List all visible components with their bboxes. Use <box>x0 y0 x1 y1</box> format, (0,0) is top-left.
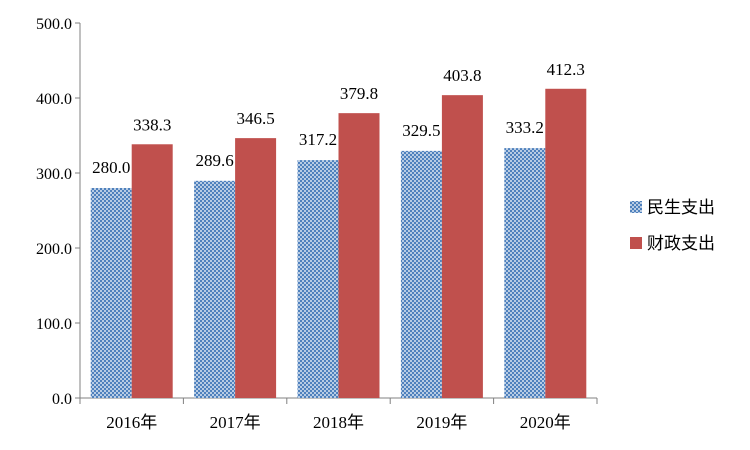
data-label: 289.6 <box>195 151 233 170</box>
y-tick-label: 100.0 <box>36 316 72 333</box>
bars <box>90 88 587 399</box>
bar <box>235 138 277 398</box>
bar <box>400 150 442 398</box>
data-label: 403.8 <box>443 66 481 85</box>
x-tick-label: 2020年 <box>520 413 571 432</box>
bar <box>131 144 173 398</box>
bar <box>504 148 546 398</box>
legend-swatch <box>630 201 642 213</box>
x-tick-label: 2018年 <box>313 413 364 432</box>
y-tick-label: 300.0 <box>36 166 72 183</box>
bar <box>545 88 587 399</box>
data-label: 329.5 <box>402 121 440 140</box>
y-tick-label: 400.0 <box>36 91 72 108</box>
y-tick-label: 0.0 <box>52 391 72 408</box>
bar <box>194 180 236 398</box>
data-label: 346.5 <box>236 109 274 128</box>
x-tick-label: 2017年 <box>210 413 261 432</box>
data-label: 280.0 <box>92 158 130 177</box>
data-label: 317.2 <box>299 130 337 149</box>
data-label: 333.2 <box>506 118 544 137</box>
data-label: 379.8 <box>340 84 378 103</box>
x-tick-label: 2016年 <box>106 413 157 432</box>
legend-label: 民生支出 <box>647 198 715 217</box>
data-labels: 280.0 289.6 317.2 329.5 333.2 338.3 346.5 379.8… <box>92 60 585 177</box>
legend-swatch <box>630 237 642 249</box>
bar <box>441 95 483 399</box>
legend-label: 财政支出 <box>647 234 715 253</box>
bar <box>297 160 339 398</box>
data-label: 412.3 <box>547 60 585 79</box>
axes: 0.0 100.0 200.0 300.0 400.0 500.0 2016年 2017年 20… <box>36 16 598 432</box>
bar <box>90 188 132 398</box>
bar <box>338 113 380 399</box>
y-tick-label: 200.0 <box>36 241 72 258</box>
y-tick-label: 500.0 <box>36 16 72 33</box>
x-tick-label: 2019年 <box>416 413 467 432</box>
data-label: 338.3 <box>133 115 171 134</box>
